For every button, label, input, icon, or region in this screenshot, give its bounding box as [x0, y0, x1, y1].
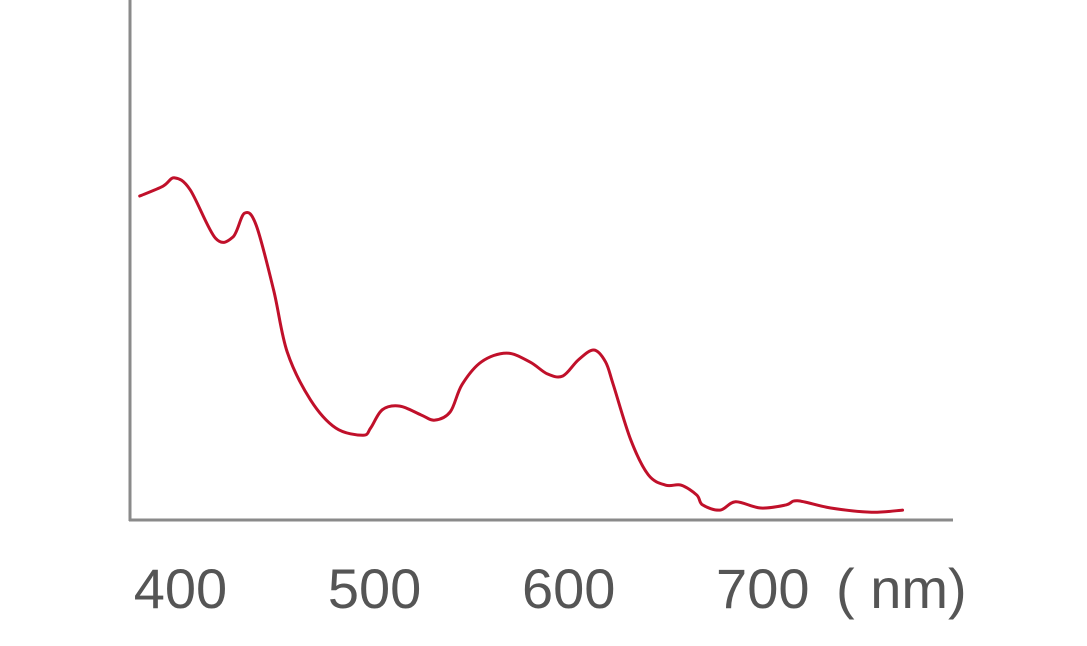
- x-tick-label: 700: [716, 557, 809, 620]
- x-tick-label: 400: [134, 557, 227, 620]
- x-tick-label: 500: [328, 557, 421, 620]
- x-tick-label: 600: [522, 557, 615, 620]
- spectrum-line: [138, 176, 905, 514]
- x-axis-label: ( nm): [836, 557, 967, 620]
